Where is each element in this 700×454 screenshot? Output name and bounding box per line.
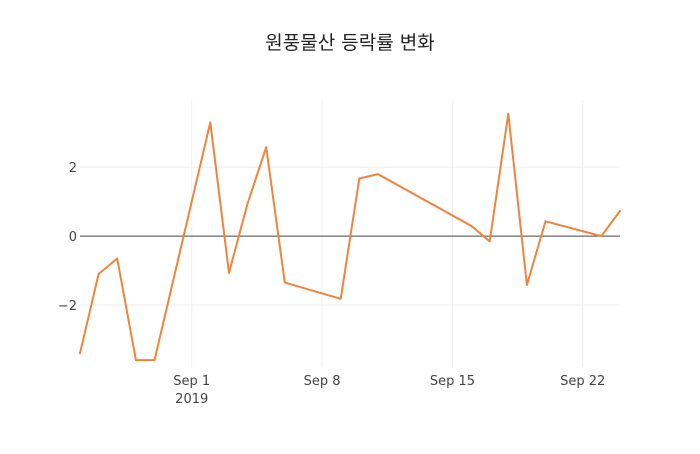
data-point [488, 240, 491, 243]
data-point [507, 112, 510, 115]
y-tick-label: 0 [69, 230, 77, 245]
x-tick-label: Sep 1 [173, 374, 210, 389]
data-point [153, 359, 156, 361]
data-point [284, 281, 286, 284]
data-point [377, 173, 379, 175]
x-tick-label: Sep 22 [560, 374, 605, 389]
data-point [228, 272, 230, 274]
data-point [526, 284, 528, 286]
series-layer [79, 112, 621, 362]
data-point [600, 235, 603, 237]
data-point [135, 359, 137, 361]
y-tick-label: −2 [58, 299, 77, 314]
data-point [619, 210, 621, 212]
axes: Sep 1 2019 Sep 8 Sep 15 Sep 22 −2 0 2 [58, 161, 606, 407]
chart-title: 원풍물산 등락률 변화 [265, 32, 434, 54]
x-tick-label: Sep 15 [430, 374, 475, 389]
data-point [339, 297, 342, 300]
data-point [358, 177, 361, 180]
data-point [265, 146, 268, 148]
data-point [246, 202, 249, 205]
data-point [544, 220, 547, 223]
y-tick-label: 2 [69, 161, 77, 176]
data-point [97, 273, 100, 275]
data-point [79, 352, 81, 355]
series-line [79, 112, 621, 362]
data-point [116, 257, 119, 260]
x-tick-label: Sep 8 [304, 374, 341, 389]
data-point [470, 224, 472, 227]
data-point [209, 121, 212, 124]
x-tick-sublabel: 2019 [175, 392, 208, 407]
